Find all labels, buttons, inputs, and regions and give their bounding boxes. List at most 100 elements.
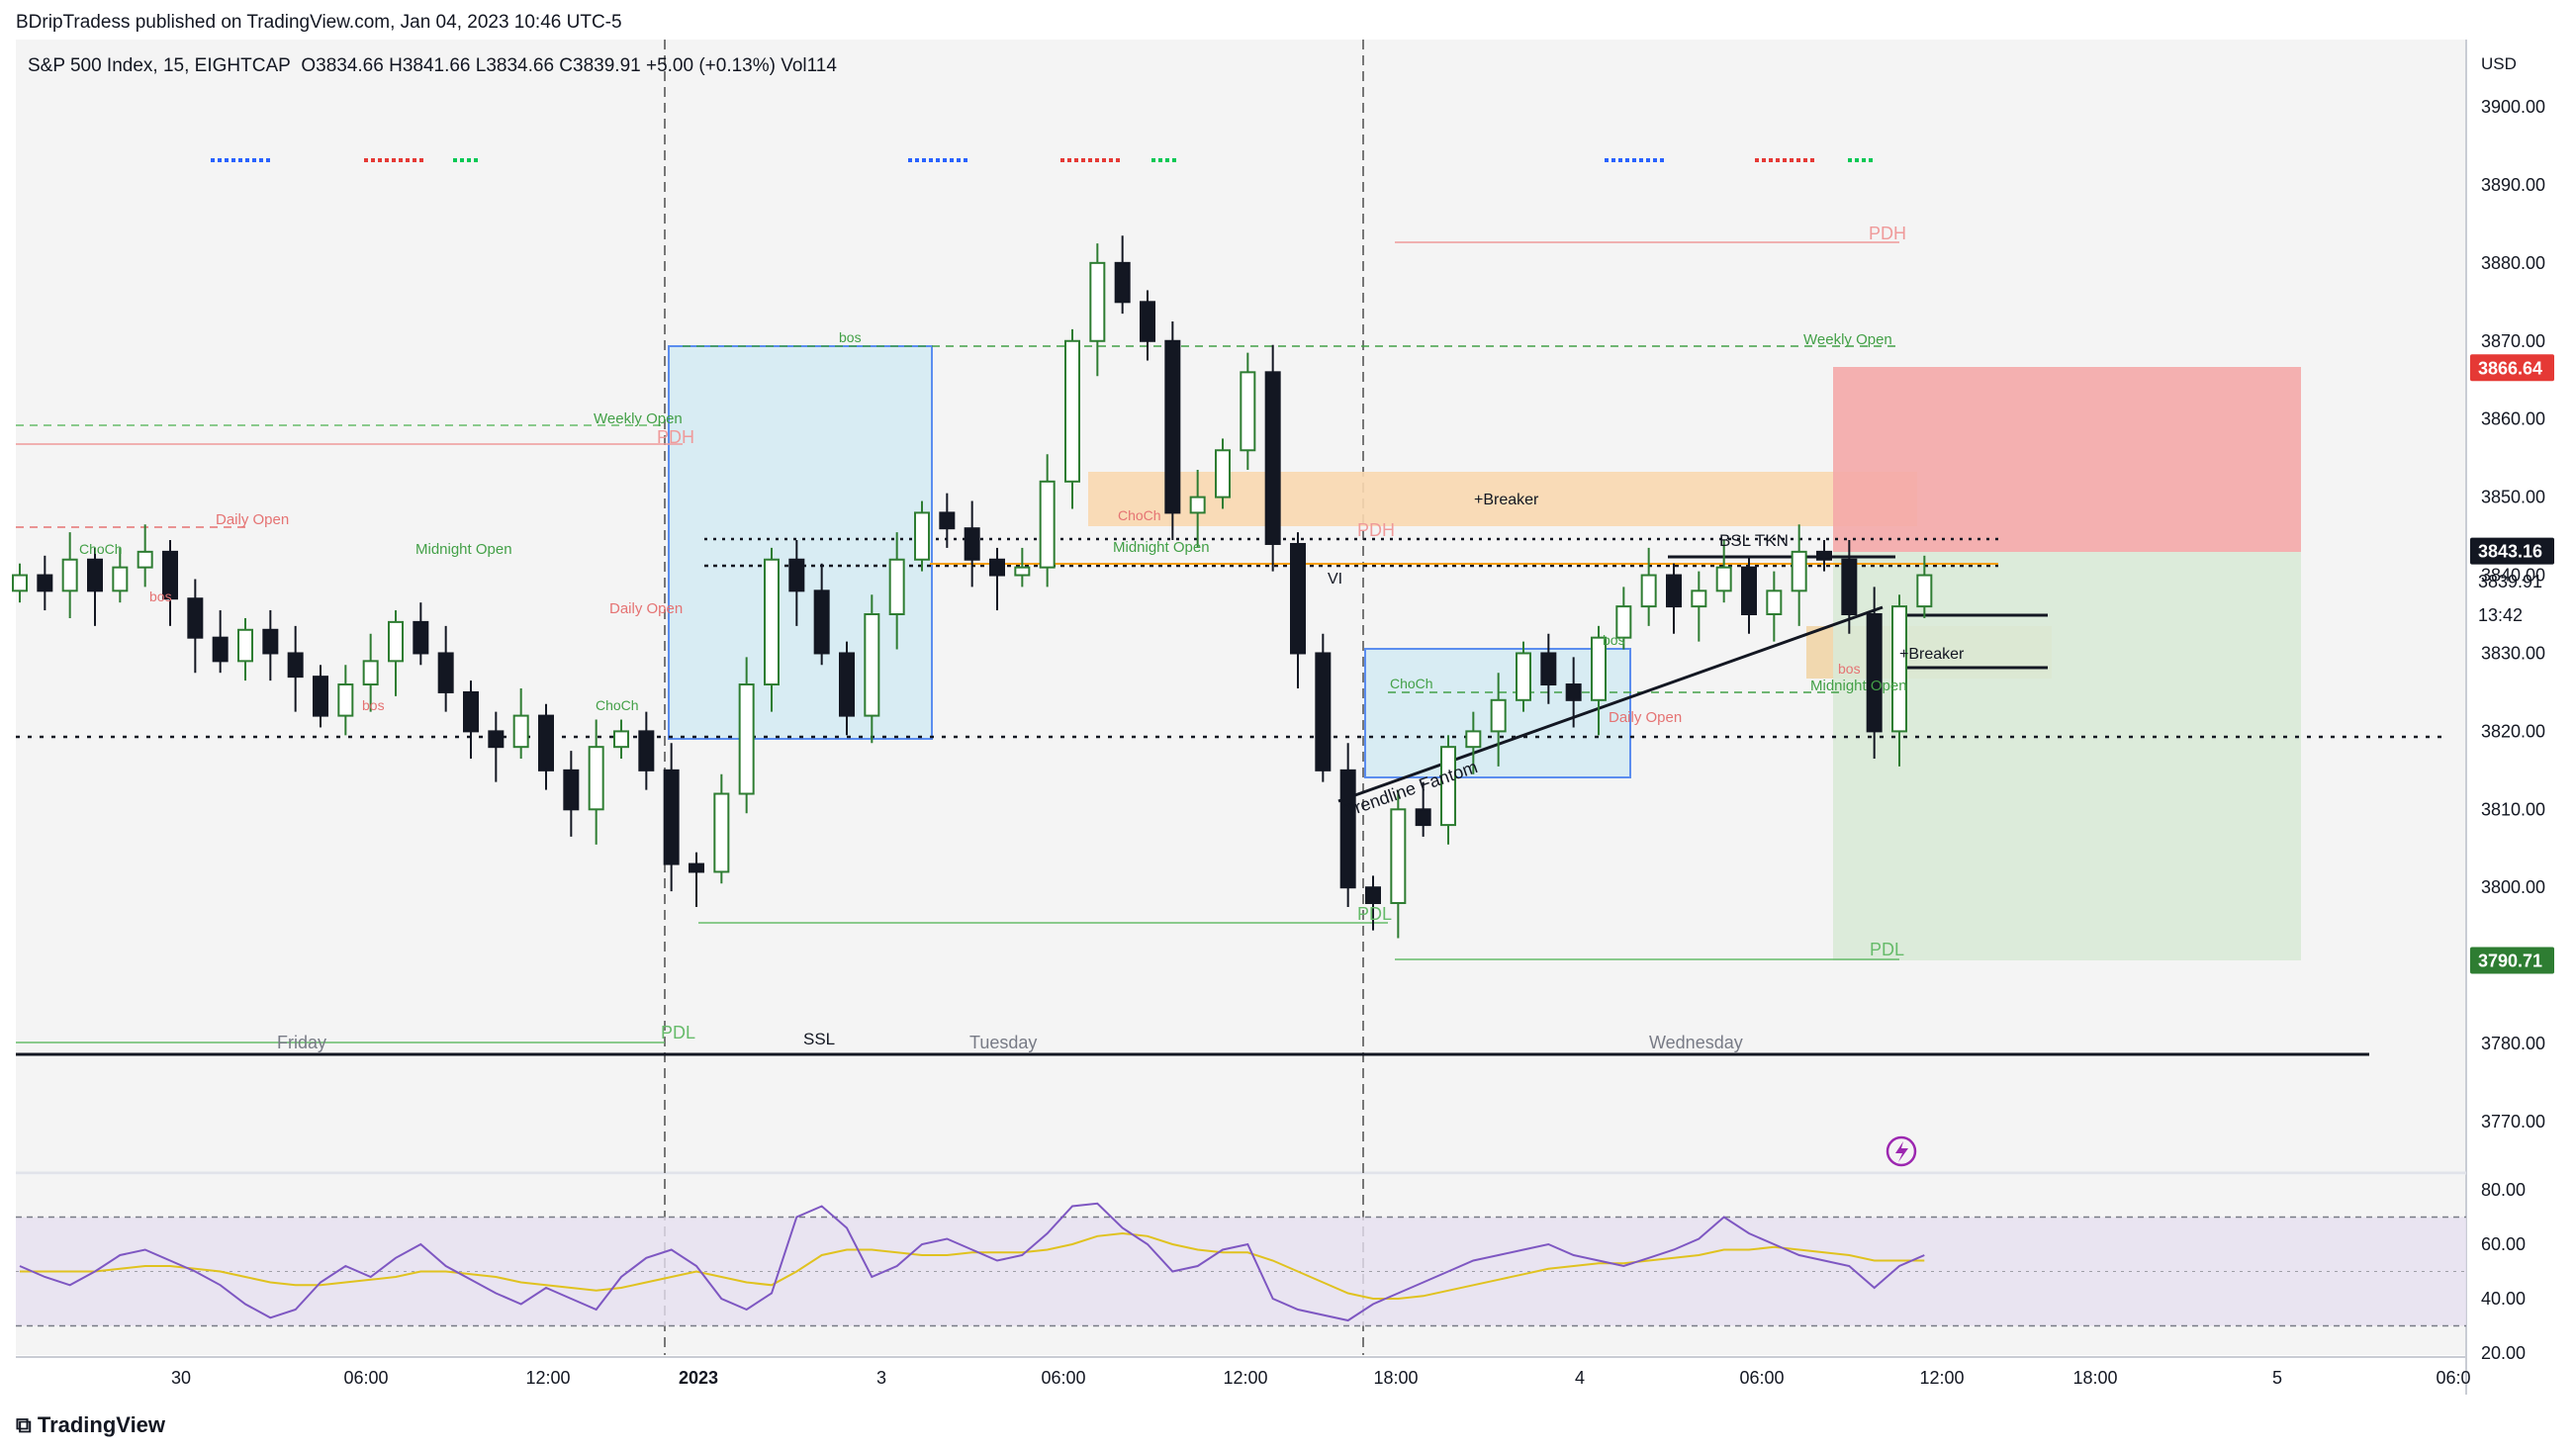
candle-body <box>1114 261 1131 304</box>
candle-body <box>137 550 153 569</box>
candle-body <box>1565 683 1582 701</box>
daily-open-label: Daily Open <box>1609 709 1682 726</box>
breaker-label: +Breaker <box>1899 646 1965 663</box>
candle-body <box>1816 550 1832 561</box>
candle-body <box>413 620 429 655</box>
pdl-label: PDL <box>1870 940 1904 959</box>
candle-body <box>437 652 454 693</box>
logo-mark-icon: ⧉ <box>16 1412 32 1437</box>
candle-body <box>1240 371 1256 452</box>
candle-body <box>1891 605 1907 733</box>
candle-body <box>939 511 956 530</box>
candle-body <box>1014 566 1031 577</box>
price-axis-tick: 3820.00 <box>2481 721 2545 741</box>
alert-bolt-icon[interactable] <box>1886 1135 1917 1167</box>
tradingview-logo[interactable]: ⧉ TradingView <box>16 1412 165 1438</box>
candle-body <box>764 558 780 686</box>
candle-body <box>989 558 1005 577</box>
candle-body <box>1866 613 1883 733</box>
candle-body <box>888 558 905 615</box>
candle-body <box>1164 339 1181 514</box>
time-axis-tick: 5 <box>2272 1368 2282 1388</box>
vi-label: VI <box>1328 571 1342 588</box>
daily-open-label: Daily Open <box>609 600 683 617</box>
candle-body <box>1691 589 1707 608</box>
price-tag-stop <box>2470 354 2554 382</box>
bos-label: bos <box>149 589 172 604</box>
candle-body <box>864 613 880 717</box>
day-label-wednesday: Wednesday <box>1649 1033 1743 1052</box>
candle-body <box>212 636 229 663</box>
candle-body <box>1540 652 1557 686</box>
candle-body <box>1766 589 1783 615</box>
candle-body <box>1591 636 1607 701</box>
alert-bolt-icon <box>1895 1141 1908 1162</box>
symbol-name[interactable]: S&P 500 Index, 15, EIGHTCAP <box>28 55 291 76</box>
midnight-open-label: Midnight Open <box>1810 678 1907 694</box>
choch-label: ChoCh <box>596 697 639 713</box>
candle-body <box>237 628 253 663</box>
breaker-label: +Breaker <box>1474 492 1539 508</box>
time-axis-tick: 06:00 <box>1041 1368 1085 1388</box>
trendline-fantom <box>1337 605 1884 803</box>
price-axis-tick: 3770.00 <box>2481 1112 2545 1132</box>
pdl-label: PDL <box>1357 904 1392 924</box>
candle-body <box>613 730 629 749</box>
price-tag-last: 3839.91 <box>2478 572 2542 591</box>
candle-body <box>1089 261 1106 342</box>
candle-body <box>388 620 404 663</box>
candle-body <box>563 769 580 811</box>
candle-body <box>287 652 304 679</box>
price-axis-tick: 3800.00 <box>2481 877 2545 897</box>
stop-loss-zone <box>1833 367 2301 552</box>
candle-body <box>1465 730 1482 749</box>
price-tag-countdown: 13:42 <box>2478 605 2523 625</box>
pdh-label: PDH <box>1357 520 1395 540</box>
candle-body <box>488 730 505 749</box>
choch-label: ChoCh <box>79 541 123 557</box>
candle-body <box>588 746 604 811</box>
price-tag-stop-text: 3866.64 <box>2478 358 2542 378</box>
price-tag-target-text: 3790.71 <box>2478 952 2542 971</box>
choch-label: ChoCh <box>1390 676 1433 691</box>
bos-label: bos <box>1603 632 1625 648</box>
candle-body <box>87 558 103 592</box>
take-profit-zone <box>1833 552 2301 960</box>
midnight-open-label: Midnight Open <box>1113 539 1210 556</box>
midnight-open-label: Midnight Open <box>415 541 512 558</box>
candle-body <box>1140 301 1155 342</box>
time-axis-tick: 06:0 <box>2436 1368 2470 1388</box>
candle-body <box>162 550 178 600</box>
candle-body <box>1916 574 1933 608</box>
bos-label: bos <box>1838 661 1861 677</box>
candle-body <box>1741 566 1757 616</box>
pdh-label: PDH <box>657 427 694 447</box>
price-axis-tick: 3870.00 <box>2481 331 2545 351</box>
candle-body <box>187 597 204 639</box>
candle-body <box>1064 339 1080 483</box>
bullish-order-block-zone <box>668 345 933 740</box>
price-tag-entry <box>2470 537 2554 565</box>
day-label-friday: Friday <box>277 1033 326 1052</box>
candle-body <box>12 574 28 592</box>
candle-body <box>1516 652 1531 701</box>
candle-body <box>663 769 680 865</box>
candle-body <box>1315 652 1332 771</box>
price-axis-tick: 3890.00 <box>2481 175 2545 195</box>
candle-body <box>1490 698 1507 733</box>
ohlc-values: O3834.66 H3841.66 L3834.66 C3839.91 +5.0… <box>301 55 837 76</box>
candle-body <box>337 683 354 717</box>
logo-text: TradingView <box>37 1412 166 1437</box>
rsi-line <box>19 1202 1925 1322</box>
candle-body <box>1339 769 1356 889</box>
price-axis-tick: 3830.00 <box>2481 643 2545 663</box>
candle-body <box>538 714 554 771</box>
candle-body <box>1615 605 1632 639</box>
price-axis-tick: 3810.00 <box>2481 799 2545 819</box>
candle-body <box>813 589 830 655</box>
candle-body <box>1841 558 1858 615</box>
candle-body <box>964 527 980 561</box>
weekly-open-label: Weekly Open <box>1803 331 1892 348</box>
